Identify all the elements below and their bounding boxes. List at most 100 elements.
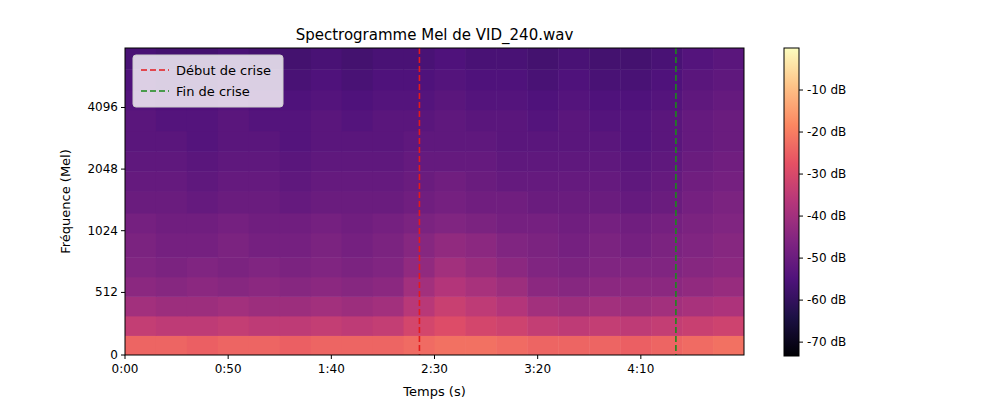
cell [465, 48, 496, 70]
cell [496, 90, 527, 110]
cell [682, 213, 713, 233]
cell [311, 296, 342, 316]
cell [682, 316, 713, 336]
cell [311, 69, 342, 90]
cell [620, 233, 651, 258]
cell [527, 335, 558, 355]
cell [125, 110, 156, 132]
cell [280, 110, 311, 132]
cell [465, 171, 496, 191]
cell [311, 110, 342, 132]
cell [435, 233, 466, 258]
cell [373, 191, 404, 213]
x-tick-label: 2:30 [421, 362, 448, 376]
cell [125, 335, 156, 355]
cell [187, 191, 218, 213]
cell [218, 213, 249, 233]
cell [682, 257, 713, 277]
cell [496, 171, 527, 191]
cell [651, 90, 682, 110]
cell [713, 110, 744, 132]
cell [342, 296, 373, 316]
colorbar-tick-label: -50 dB [807, 251, 846, 265]
cell [435, 151, 466, 171]
cell [373, 48, 404, 70]
cell [496, 151, 527, 171]
cell [311, 151, 342, 171]
cell [465, 110, 496, 132]
cell [125, 151, 156, 171]
cell [589, 191, 620, 213]
cell [713, 213, 744, 233]
cell [125, 191, 156, 213]
cell [187, 277, 218, 297]
cell [156, 233, 187, 258]
cell [589, 69, 620, 90]
cell [311, 48, 342, 70]
colorbar-tick-label: -40 dB [807, 209, 846, 223]
cell [713, 151, 744, 171]
colorbar [784, 48, 799, 356]
cell [496, 233, 527, 258]
cell [435, 277, 466, 297]
cell [187, 213, 218, 233]
cell [558, 171, 589, 191]
cell [342, 335, 373, 355]
cell [280, 48, 311, 70]
cell [249, 316, 280, 336]
cell [465, 257, 496, 277]
colorbar-tick-label: -70 dB [807, 335, 846, 349]
y-tick-label: 0 [110, 348, 118, 362]
cell [280, 316, 311, 336]
cell [527, 110, 558, 132]
cell [218, 277, 249, 297]
x-tick [125, 355, 126, 359]
cell [527, 316, 558, 336]
cell [465, 335, 496, 355]
cell [465, 316, 496, 336]
title: Spectrogramme Mel de VID_240.wav [296, 26, 574, 45]
cell [558, 69, 589, 90]
cell [465, 233, 496, 258]
cell [558, 131, 589, 152]
cell [435, 296, 466, 316]
cell [342, 171, 373, 191]
cell [713, 48, 744, 70]
cell [156, 296, 187, 316]
cell [280, 131, 311, 152]
cell [527, 151, 558, 171]
cell [156, 213, 187, 233]
cell [125, 257, 156, 277]
cell [496, 335, 527, 355]
cell [435, 316, 466, 336]
cell [373, 316, 404, 336]
cell [620, 191, 651, 213]
cell [651, 316, 682, 336]
cell [713, 277, 744, 297]
cell [249, 257, 280, 277]
x-tick [434, 355, 435, 359]
cell [187, 131, 218, 152]
cell [156, 171, 187, 191]
cell [125, 233, 156, 258]
cell [589, 316, 620, 336]
cell [218, 171, 249, 191]
y-tick-label: 1024 [87, 224, 118, 238]
cell [311, 171, 342, 191]
x-tick-label: 3:20 [524, 362, 551, 376]
cell [496, 69, 527, 90]
cell [651, 277, 682, 297]
colorbar-tick [799, 132, 803, 133]
cell [249, 335, 280, 355]
cell [651, 191, 682, 213]
cell [249, 171, 280, 191]
cell [496, 131, 527, 152]
cell [558, 151, 589, 171]
cell [465, 90, 496, 110]
cell [713, 171, 744, 191]
cell [682, 233, 713, 258]
cell [342, 316, 373, 336]
cell [280, 213, 311, 233]
y-tick-label: 512 [95, 285, 118, 299]
cell [465, 296, 496, 316]
